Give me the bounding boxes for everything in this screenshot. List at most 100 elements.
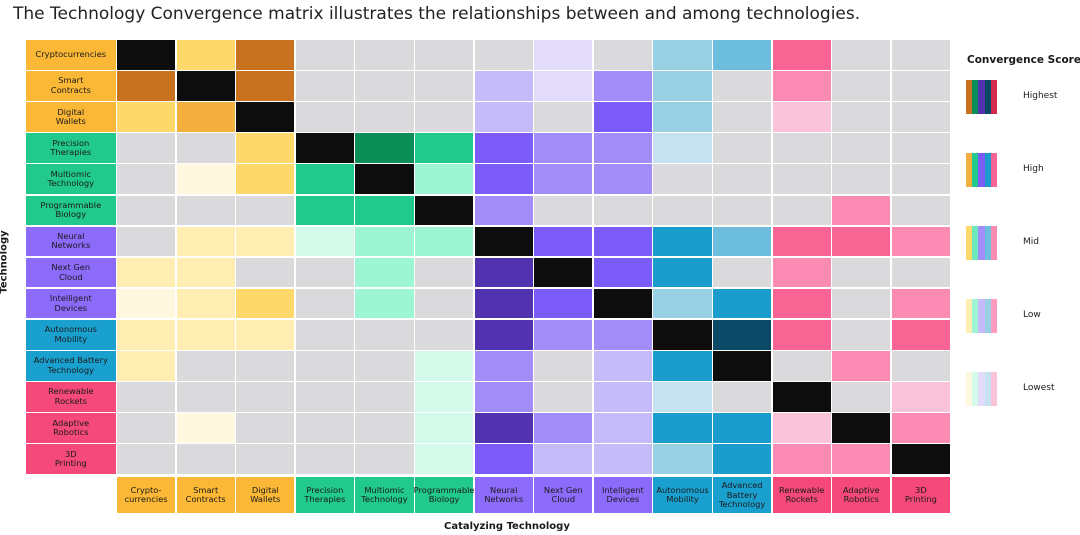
heatmap-cell-r4-c2 (236, 164, 295, 195)
column-label-text: Adaptive Robotics (842, 484, 880, 505)
heatmap-cell-r10-c8 (593, 351, 652, 381)
heatmap-cell-r2-c10 (713, 102, 772, 132)
heatmap-cell-r12-c11 (772, 413, 831, 443)
legend-swatch-stripe (978, 226, 985, 260)
legend-level-high: High (966, 153, 1076, 187)
column-label-digital-wallets: Digital Wallets (236, 477, 295, 514)
column-label-intelligent-devices: Intelligent Devices (593, 477, 652, 514)
heatmap-cell-r13-c3 (295, 444, 354, 474)
row-label-text: Advanced Battery Technology (33, 355, 108, 375)
row-label-text: Renewable Rockets (48, 386, 94, 406)
legend-swatch (966, 80, 998, 114)
column-label-next-gen-cloud: Next Gen Cloud (534, 477, 593, 514)
heatmap-cell-r8-c5 (415, 288, 474, 319)
legend-swatch-stripe (990, 372, 998, 406)
heatmap-cell-r10-c9 (653, 351, 712, 381)
heatmap-cell-r3-c3 (295, 133, 354, 163)
heatmap-cell-r11-c13 (891, 382, 950, 412)
heatmap-cell-r11-c3 (295, 382, 354, 412)
heatmap-cell-r0-c9 (653, 40, 712, 70)
heatmap-cell-r5-c6 (474, 195, 533, 226)
row-label-text: Autonomous Mobility (44, 324, 97, 344)
heatmap-cell-r8-c2 (236, 288, 295, 319)
legend-swatch-stripe (972, 372, 979, 406)
row-label-autonomous-mobility: Autonomous Mobility (26, 319, 116, 350)
heatmap-cell-r6-c7 (534, 226, 593, 257)
heatmap-cell-r7-c7 (534, 257, 593, 288)
heatmap-cell-r1-c3 (295, 71, 354, 101)
legend-title: Convergence Score (967, 54, 1080, 66)
heatmap-cell-r8-c10 (713, 288, 772, 319)
heatmap-cell-r4-c4 (355, 164, 414, 195)
legend-level-low: Low (966, 299, 1076, 333)
column-label-text: Crypto- currencies (124, 484, 168, 505)
heatmap-cell-r5-c12 (832, 195, 891, 226)
heatmap-cell-r8-c8 (593, 288, 652, 319)
legend-level-highest: Highest (966, 80, 1076, 114)
heatmap-cell-r13-c11 (772, 444, 831, 474)
heatmap-cell-r9-c0 (117, 319, 176, 350)
heatmap-cell-r12-c8 (593, 413, 652, 443)
row-label-text: Multiomic Technology (47, 168, 95, 189)
heatmap-cell-r2-c4 (355, 102, 414, 132)
heatmap-cell-r1-c6 (474, 71, 533, 101)
column-label-crypto-currencies: Crypto- currencies (117, 477, 176, 514)
heatmap-cell-r11-c12 (832, 382, 891, 412)
heatmap-cell-r12-c3 (295, 413, 354, 443)
heatmap-cell-r13-c6 (474, 444, 533, 474)
heatmap-cell-r0-c11 (772, 40, 831, 70)
legend-swatch-stripe (972, 153, 979, 187)
heatmap-cell-r1-c0 (117, 71, 176, 101)
heatmap-cell-r0-c1 (176, 40, 235, 70)
heatmap-cell-r2-c11 (772, 102, 831, 132)
column-label-text: Digital Wallets (250, 484, 281, 505)
heatmap-cell-r5-c5 (415, 195, 474, 226)
heatmap-cell-r0-c12 (832, 40, 891, 70)
column-label-adaptive-robotics: Adaptive Robotics (832, 477, 891, 514)
heatmap-cell-r8-c7 (534, 288, 593, 319)
heatmap-cell-r2-c6 (474, 102, 533, 132)
heatmap-cell-r11-c5 (415, 382, 474, 412)
column-label-text: Programmable Biology (413, 484, 475, 505)
heatmap-cell-r12-c13 (891, 413, 950, 443)
column-label-multiomic-technology: Multiomic Technology (355, 477, 414, 514)
heatmap-cell-r3-c12 (832, 133, 891, 163)
legend-swatch-stripe (990, 80, 998, 114)
heatmap-cell-r9-c4 (355, 319, 414, 350)
legend-level-mid: Mid (966, 226, 1076, 260)
heatmap-cell-r0-c8 (593, 40, 652, 70)
legend-swatch-stripe (978, 372, 985, 406)
heatmap-cell-r2-c9 (653, 102, 712, 132)
heatmap-cell-r0-c2 (236, 40, 295, 70)
heatmap-cell-r6-c12 (832, 226, 891, 257)
row-label-text: Adaptive Robotics (52, 417, 90, 438)
heatmap-cell-r4-c11 (772, 164, 831, 195)
heatmap-cell-r10-c11 (772, 351, 831, 381)
row-label-text: Digital Wallets (55, 106, 86, 127)
heatmap-cell-r0-c4 (355, 40, 414, 70)
heatmap-cell-r13-c0 (117, 444, 176, 474)
legend-swatch-stripe (984, 299, 991, 333)
heatmap-cell-r11-c2 (236, 382, 295, 412)
heatmap-cell-r11-c6 (474, 382, 533, 412)
heatmap-cell-r1-c13 (891, 71, 950, 101)
heatmap-cell-r12-c9 (653, 413, 712, 443)
column-label-text: Renewable Rockets (778, 484, 825, 505)
column-label-3d-printing: 3D Printing (891, 477, 950, 514)
heatmap-cell-r9-c10 (713, 319, 772, 350)
legend-swatch-stripe (966, 372, 973, 406)
heatmap-cell-r7-c4 (355, 257, 414, 288)
column-label-text: Smart Contracts (185, 484, 226, 505)
heatmap-cell-r12-c4 (355, 413, 414, 443)
heatmap-cell-r12-c12 (832, 413, 891, 443)
row-label-multiomic-technology: Multiomic Technology (26, 164, 116, 195)
heatmap-cell-r9-c5 (415, 319, 474, 350)
heatmap-cell-r8-c9 (653, 288, 712, 319)
heatmap-cell-r10-c10 (713, 351, 772, 381)
column-label-precision-therapies: Precision Therapies (295, 477, 354, 514)
legend-swatch-stripe (984, 372, 991, 406)
row-label-text: Intelligent Devices (49, 293, 92, 313)
y-axis-title: Technology (0, 230, 10, 294)
legend-swatch-stripe (966, 153, 973, 187)
heatmap-cell-r10-c12 (832, 351, 891, 381)
